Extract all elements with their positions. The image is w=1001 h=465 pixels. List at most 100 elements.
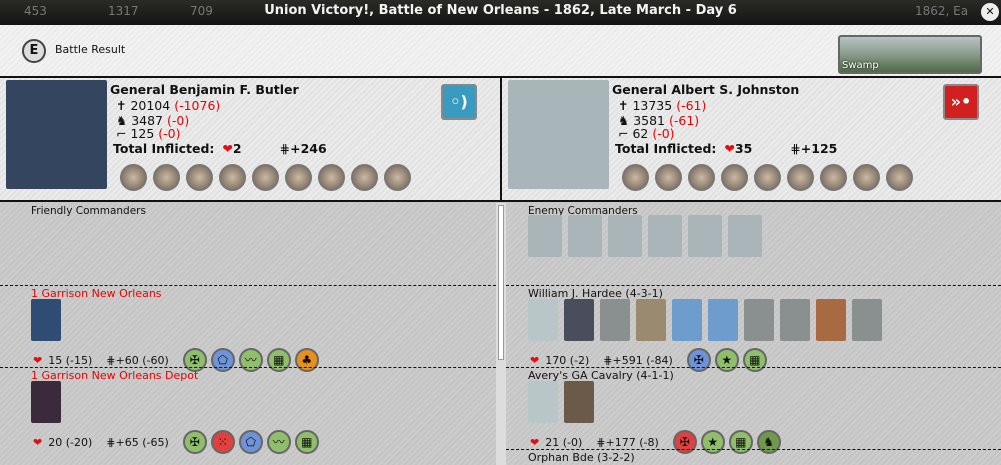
commander-portrait[interactable]	[528, 215, 562, 257]
ability-icon[interactable]	[721, 164, 748, 191]
ability-icon[interactable]	[820, 164, 847, 191]
heart-icon: ❤	[530, 353, 540, 367]
ability-icon[interactable]	[219, 164, 246, 191]
unit-ability-icon[interactable]: ✠	[182, 348, 207, 372]
cohesion-icon: ⋕+	[106, 435, 125, 449]
close-icon[interactable]: ✕	[981, 3, 999, 21]
unit-ability-icon[interactable]: ♣	[294, 348, 319, 372]
unit-ability-icon[interactable]: ▦	[742, 348, 767, 372]
unit-portrait[interactable]	[600, 299, 630, 341]
scrollbar[interactable]	[496, 203, 506, 465]
unit-portrait[interactable]	[564, 381, 594, 423]
commander-portrait[interactable]	[688, 215, 722, 257]
infantry-loss: (-1076)	[174, 98, 221, 113]
heart-icon: ❤	[530, 435, 540, 449]
unit-ability-icon[interactable]: 〰	[266, 430, 291, 454]
ability-icon[interactable]	[787, 164, 814, 191]
unit-portrait[interactable]	[780, 299, 810, 341]
unit-portrait[interactable]	[852, 299, 882, 341]
cavalry-loss: (-61)	[668, 113, 700, 128]
unit-ability-icon[interactable]: ▦	[728, 430, 753, 454]
artillery-row: ⌐ 62 (-0)	[618, 126, 675, 141]
unit-title[interactable]: 1 Garrison New Orleans	[31, 287, 162, 300]
unit-portrait[interactable]	[528, 381, 558, 423]
unit-portrait[interactable]	[31, 381, 61, 423]
unit-hits: 170 (-2)	[545, 353, 590, 367]
unit-title[interactable]: Orphan Bde (3-2-2)	[528, 451, 635, 464]
unit-portrait[interactable]	[31, 299, 61, 341]
ability-icon[interactable]	[186, 164, 213, 191]
artillery-count: 62	[632, 126, 649, 141]
unit-ability-icon[interactable]: ⬠	[238, 430, 263, 454]
enemy-commander-portraits	[528, 215, 768, 260]
cavalry-count: 3487	[131, 113, 163, 128]
unit-portrait[interactable]	[672, 299, 702, 341]
assault-button[interactable]: »•	[943, 84, 979, 120]
resource-money: 1317	[108, 4, 139, 18]
unit-portrait[interactable]	[708, 299, 738, 341]
resource-supply: 709	[190, 4, 213, 18]
unit-title[interactable]: 1 Garrison New Orleans Depot	[31, 369, 199, 382]
friendly-general-panel: General Benjamin F. Butler ✝ 20104 (-1076…	[0, 78, 500, 200]
ability-icon[interactable]	[318, 164, 345, 191]
ability-icon[interactable]	[384, 164, 411, 191]
commander-portrait[interactable]	[648, 215, 682, 257]
unit-portrait[interactable]	[636, 299, 666, 341]
top-bar: 453 1317 709 Union Victory!, Battle of N…	[0, 0, 1001, 25]
divider	[0, 200, 1001, 202]
unit-ability-icon[interactable]: 〰	[238, 348, 263, 372]
unit-ability-icon[interactable]: ★	[700, 430, 725, 454]
unit-ability-icon[interactable]: ▦	[266, 348, 291, 372]
commander-portrait[interactable]	[608, 215, 642, 257]
ability-icon[interactable]	[754, 164, 781, 191]
ability-icon[interactable]	[252, 164, 279, 191]
artillery-row: ⌐ 125 (-0)	[116, 126, 181, 141]
inflicted-cohesion: +246	[290, 141, 327, 156]
unit-ability-icon[interactable]: ✠	[672, 430, 697, 454]
ability-icon[interactable]	[622, 164, 649, 191]
general-name: General Albert S. Johnston	[612, 82, 800, 97]
ability-icon[interactable]	[351, 164, 378, 191]
unit-ability-icon[interactable]: ▦	[294, 430, 319, 454]
scrollbar-thumb[interactable]	[498, 205, 504, 360]
artillery-count: 125	[130, 126, 155, 141]
unit-portraits	[31, 381, 67, 426]
unit-ability-icon[interactable]: ⬠	[210, 348, 235, 372]
ability-icon[interactable]	[120, 164, 147, 191]
infantry-loss: (-61)	[676, 98, 707, 113]
ability-icon[interactable]	[853, 164, 880, 191]
ability-icons	[622, 164, 919, 194]
unit-portrait[interactable]	[564, 299, 594, 341]
infantry-icon: ✝	[618, 98, 633, 113]
e-button[interactable]: E	[22, 39, 46, 63]
ability-icon[interactable]	[153, 164, 180, 191]
unit-title[interactable]: William J. Hardee (4-3-1)	[528, 287, 663, 300]
infantry-count: 20104	[130, 98, 171, 113]
unit-ability-icon[interactable]: ♞	[756, 430, 781, 454]
ability-icon[interactable]	[886, 164, 913, 191]
unit-portrait[interactable]	[744, 299, 774, 341]
unit-portrait[interactable]	[816, 299, 846, 341]
unit-cohesion: 60 (-60)	[124, 353, 169, 367]
unit-portraits	[528, 299, 888, 344]
cavalry-row: ♞ 3487 (-0)	[116, 113, 189, 128]
ability-icon[interactable]	[688, 164, 715, 191]
unit-portrait[interactable]	[528, 299, 558, 341]
unit-hits: 20 (-20)	[48, 435, 93, 449]
unit-ability-icon[interactable]: ✠	[686, 348, 711, 372]
heart-icon: ❤	[724, 141, 735, 156]
ability-icon[interactable]	[655, 164, 682, 191]
unit-ability-icon[interactable]: ⁙	[210, 430, 235, 454]
divider	[0, 76, 1001, 78]
commander-portrait[interactable]	[728, 215, 762, 257]
retreat-button[interactable]: ◦)	[441, 84, 477, 120]
inflicted-label: Total Inflicted:	[113, 141, 215, 156]
commander-portrait[interactable]	[568, 215, 602, 257]
ability-icon[interactable]	[285, 164, 312, 191]
ability-icons	[120, 164, 417, 194]
unit-ability-icon[interactable]: ★	[714, 348, 739, 372]
terrain-image: Swamp	[838, 35, 982, 74]
unit-title[interactable]: Avery's GA Cavalry (4-1-1)	[528, 369, 674, 382]
unit-ability-icon[interactable]: ✠	[182, 430, 207, 454]
inflicted-hits: 35	[734, 141, 753, 156]
